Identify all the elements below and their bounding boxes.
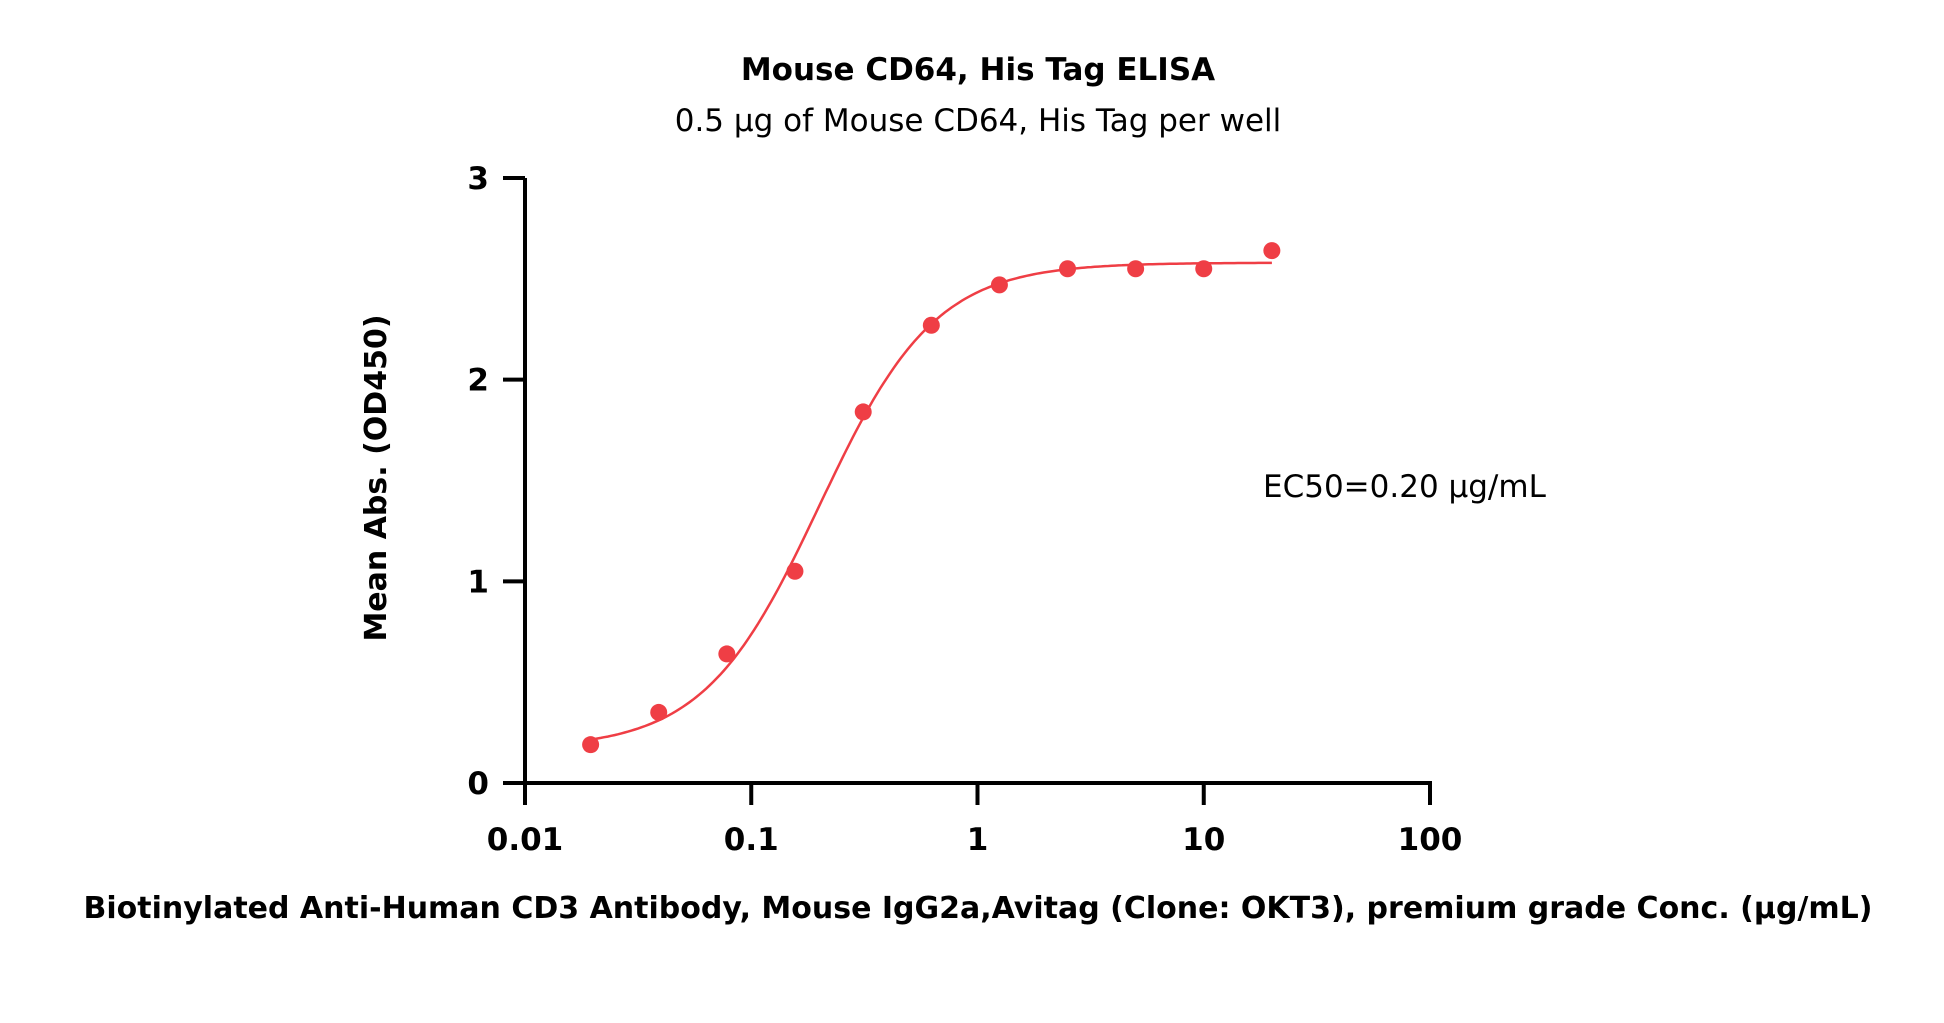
data-points-layer <box>582 242 1281 754</box>
data-point <box>854 403 872 421</box>
ticks-layer: 0 1 2 3 0.01 0.1 1 10 100 <box>467 161 1462 858</box>
x-axis-label: Biotinylated Anti-Human CD3 Antibody, Mo… <box>84 891 1873 926</box>
y-tick-label: 1 <box>467 564 489 600</box>
data-point <box>922 316 940 334</box>
data-point <box>1263 242 1281 260</box>
y-tick-label: 0 <box>467 766 489 802</box>
x-tick-label: 1 <box>967 822 989 858</box>
chart-title: Mouse CD64, His Tag ELISA <box>741 52 1215 88</box>
y-tick-label: 3 <box>467 161 489 197</box>
fit-curve-layer <box>590 261 1272 741</box>
data-point <box>718 645 736 663</box>
data-point <box>650 703 668 721</box>
data-point <box>786 562 804 580</box>
y-axis-label: Mean Abs. (OD450) <box>359 314 394 641</box>
fit-curve <box>590 261 1272 741</box>
x-tick-label: 10 <box>1182 822 1225 858</box>
chart-subtitle: 0.5 µg of Mouse CD64, His Tag per well <box>675 103 1282 139</box>
x-tick-label: 100 <box>1398 822 1463 858</box>
data-point <box>1059 260 1077 278</box>
data-point <box>1127 260 1145 278</box>
y-tick-label: 2 <box>467 363 489 399</box>
x-tick-label: 0.1 <box>724 822 779 858</box>
x-tick-label: 0.01 <box>487 822 564 858</box>
ec50-annotation: EC50=0.20 µg/mL <box>1263 469 1547 505</box>
data-point <box>582 736 600 754</box>
data-point <box>990 276 1008 294</box>
data-point <box>1195 260 1213 278</box>
